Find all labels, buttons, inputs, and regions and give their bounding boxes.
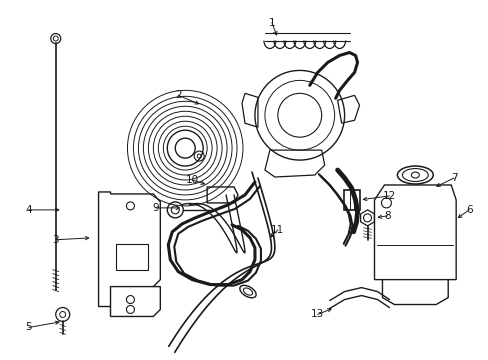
Text: 10: 10: [185, 175, 198, 185]
Text: 5: 5: [25, 323, 32, 332]
Text: 1: 1: [268, 18, 275, 28]
Text: 6: 6: [465, 205, 471, 215]
Text: 4: 4: [25, 205, 32, 215]
Text: 2: 2: [175, 90, 181, 100]
Text: 7: 7: [450, 173, 457, 183]
Text: 9: 9: [152, 203, 158, 213]
Text: 13: 13: [310, 310, 324, 319]
Text: 12: 12: [382, 191, 395, 201]
Text: 8: 8: [384, 211, 390, 221]
Text: 3: 3: [52, 235, 59, 245]
Text: 11: 11: [271, 225, 284, 235]
